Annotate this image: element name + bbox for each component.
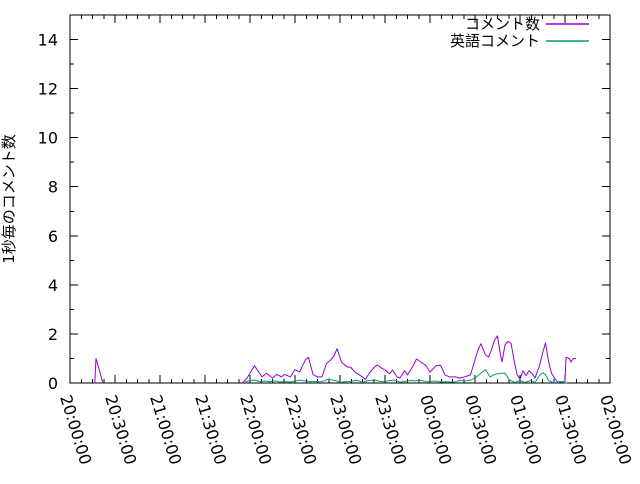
y-tick-label: 2 — [48, 325, 58, 344]
x-tick-label: 22:00:00 — [236, 393, 275, 467]
y-tick-label: 4 — [48, 276, 58, 295]
x-tick-label: 21:30:00 — [191, 393, 230, 467]
x-tick-label: 23:30:00 — [371, 393, 410, 467]
y-tick-label: 14 — [38, 31, 58, 50]
y-tick-label: 12 — [38, 80, 58, 99]
series-line-0 — [94, 358, 104, 384]
y-axis-title: 1秒毎のコメント数 — [0, 134, 18, 264]
x-tick-label: 00:30:00 — [461, 393, 500, 467]
y-tick-label: 10 — [38, 129, 58, 148]
y-tick-label: 6 — [48, 227, 58, 246]
x-tick-label: 23:00:00 — [326, 393, 365, 467]
x-tick-labels: 20:00:00 20:30:00 21:00:00 21:30:00 22:00:00… — [56, 393, 635, 467]
y-tick-label: 8 — [48, 178, 58, 197]
x-tick-label: 20:00:00 — [56, 393, 95, 467]
x-tick-label: 20:30:00 — [101, 393, 140, 467]
x-tick-label: 21:00:00 — [146, 393, 185, 467]
plot-border — [69, 14, 611, 384]
y-tick-label: 0 — [48, 374, 58, 393]
legend: コメント数 英語コメント — [450, 15, 589, 50]
x-tick-label: 01:00:00 — [506, 393, 545, 467]
legend-label-comments: コメント数 — [465, 15, 540, 33]
y-tick-labels: 0 2 4 6 8 10 12 14 — [38, 31, 58, 393]
x-tick-label: 22:30:00 — [281, 393, 320, 467]
x-tick-label: 00:00:00 — [416, 393, 455, 467]
series-line-0 — [242, 335, 576, 384]
series-line-1 — [245, 369, 567, 384]
x-tick-label: 02:00:00 — [596, 393, 635, 467]
axis-ticks — [69, 15, 611, 384]
x-tick-label: 01:30:00 — [551, 393, 590, 467]
legend-label-english: 英語コメント — [450, 32, 540, 50]
series-lines — [94, 335, 576, 384]
